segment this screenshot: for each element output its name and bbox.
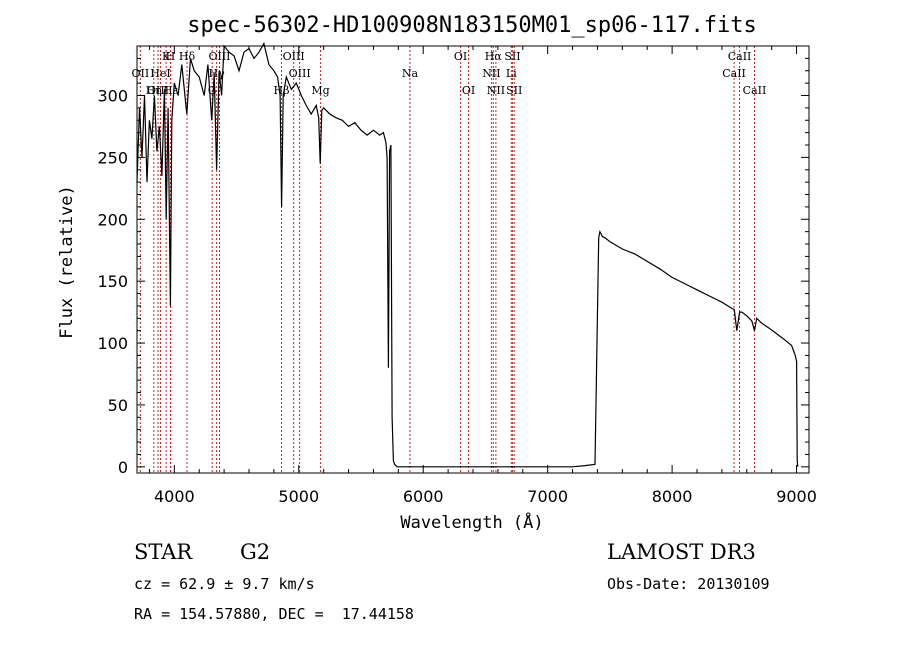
y-tick-label-5: 250 xyxy=(97,148,128,167)
y-tick-label-6: 300 xyxy=(97,87,128,106)
line-label-25: SII xyxy=(506,84,522,97)
line-label-0: Hδ xyxy=(179,50,196,63)
line-label-21: Hβ xyxy=(274,84,290,97)
y-tick-label-1: 50 xyxy=(108,396,128,415)
x-tick-label-0: 4000 xyxy=(154,487,195,506)
y-axis-ticks: 0 50 100 150 200 250 300 xyxy=(97,57,809,477)
line-label-26: CaII xyxy=(743,84,767,97)
x-tick-label-2: 6000 xyxy=(403,487,444,506)
spectral-line-markers xyxy=(139,46,755,473)
survey-name: LAMOST DR3 xyxy=(607,540,756,564)
plot-frame xyxy=(136,45,810,474)
y-tick-label-3: 150 xyxy=(97,272,128,291)
line-label-14: NII xyxy=(482,67,500,80)
line-label-13: Na xyxy=(402,67,419,80)
line-label-5: OI xyxy=(454,50,467,63)
y-tick-label-0: 0 xyxy=(118,458,128,477)
line-label-16: CaII xyxy=(722,67,746,80)
line-label-11: Hγ xyxy=(209,67,226,80)
line-label-12: OIII xyxy=(289,67,311,80)
y-axis-label: Flux (relative) xyxy=(57,185,77,339)
x-axis-ticks: 4000 5000 6000 7000 8000 9000 xyxy=(148,46,817,506)
y-tick-label-4: 200 xyxy=(97,210,128,229)
x-tick-label-5: 9000 xyxy=(776,487,817,506)
line-label-7: SII xyxy=(504,50,520,63)
line-label-2: H xyxy=(166,50,176,63)
line-label-24: NII xyxy=(487,84,505,97)
obs-date: Obs-Date: 20130109 xyxy=(607,575,770,593)
line-label-20: G xyxy=(208,84,217,97)
line-label-22: Mg xyxy=(311,84,329,97)
x-tick-label-3: 7000 xyxy=(527,487,568,506)
spectrum-series-line xyxy=(136,41,799,468)
line-label-18: Hη xyxy=(146,84,162,97)
line-label-10: HeI xyxy=(150,67,170,80)
x-tick-label-1: 5000 xyxy=(278,487,319,506)
object-class: STAR xyxy=(134,540,193,564)
line-label-23: OI xyxy=(462,84,475,97)
line-label-6: Hα xyxy=(485,50,503,63)
x-axis-label: Wavelength (Å) xyxy=(400,511,543,533)
chart-title: spec-56302-HD100908N183150M01_sp06-117.f… xyxy=(187,13,757,38)
redshift-readout: cz = 62.9 ± 9.7 km/s xyxy=(134,575,315,593)
line-label-1: K xyxy=(162,50,171,63)
line-label-17: OIII xyxy=(147,84,169,97)
y-tick-label-2: 100 xyxy=(97,334,128,353)
line-label-8: CaII xyxy=(728,50,752,63)
line-label-3: OIII xyxy=(208,50,230,63)
line-label-19: Hε xyxy=(163,84,179,97)
object-subclass: G2 xyxy=(240,540,271,564)
coordinates-readout: RA = 154.57880, DEC = 17.44158 xyxy=(134,605,414,623)
line-label-9: OII xyxy=(132,67,150,80)
x-tick-label-4: 8000 xyxy=(652,487,693,506)
line-label-15: Li xyxy=(506,67,517,80)
line-label-4: OIII xyxy=(283,50,305,63)
